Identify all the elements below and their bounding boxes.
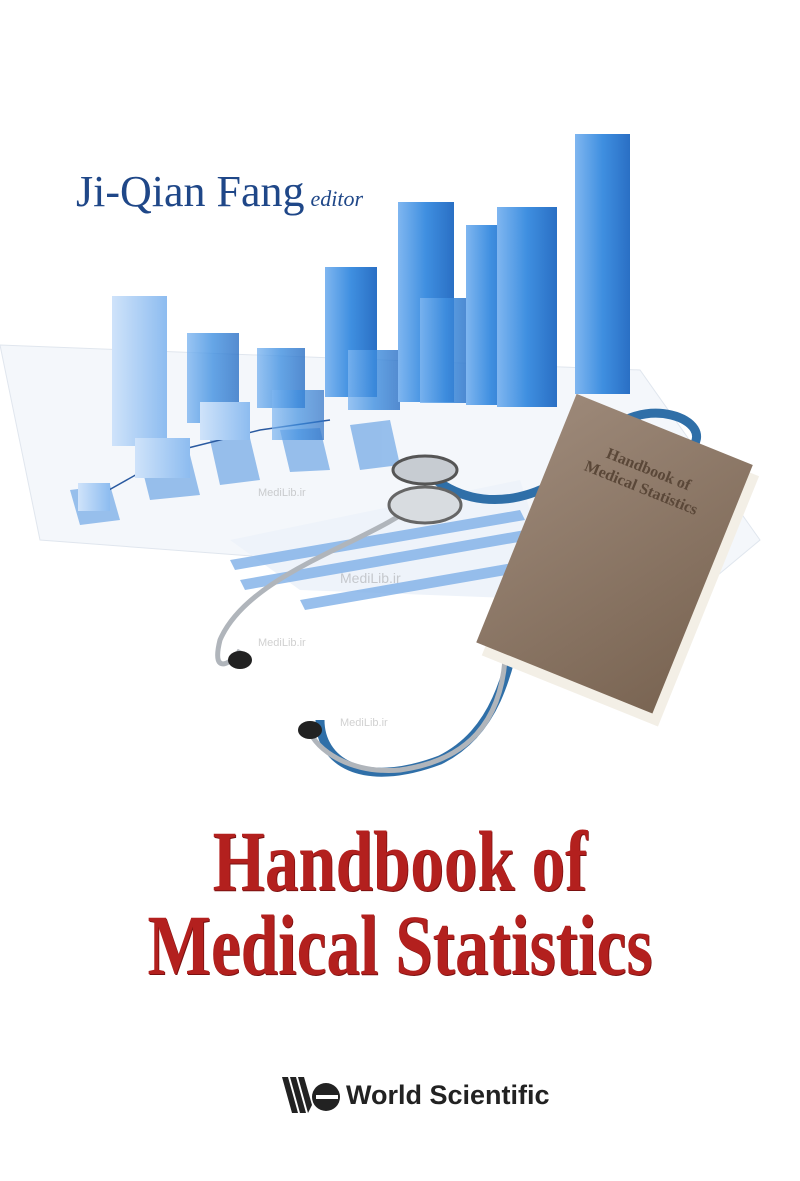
cover-illustration: Handbook of Medical Statistics [0,134,761,777]
publisher-name: World Scientific [346,1079,550,1110]
watermark: MediLib.ir [258,487,306,499]
author-line: Ji-Qian Fang editor [76,166,363,217]
book-prop: Handbook of Medical Statistics [476,393,760,727]
author-name: Ji-Qian Fang [76,167,305,216]
title-line-2: Medical Statistics [147,897,653,993]
watermark: MediLib.ir [258,637,306,649]
3d-bar-chart [78,134,630,511]
publisher: World Scientific [282,1075,550,1115]
watermark: MediLib.ir [340,717,388,729]
watermark: MediLib.ir [340,570,401,586]
title-line-1: Handbook of [212,813,588,909]
ws-logo-icon [282,1077,340,1113]
author-role: editor [310,186,364,211]
